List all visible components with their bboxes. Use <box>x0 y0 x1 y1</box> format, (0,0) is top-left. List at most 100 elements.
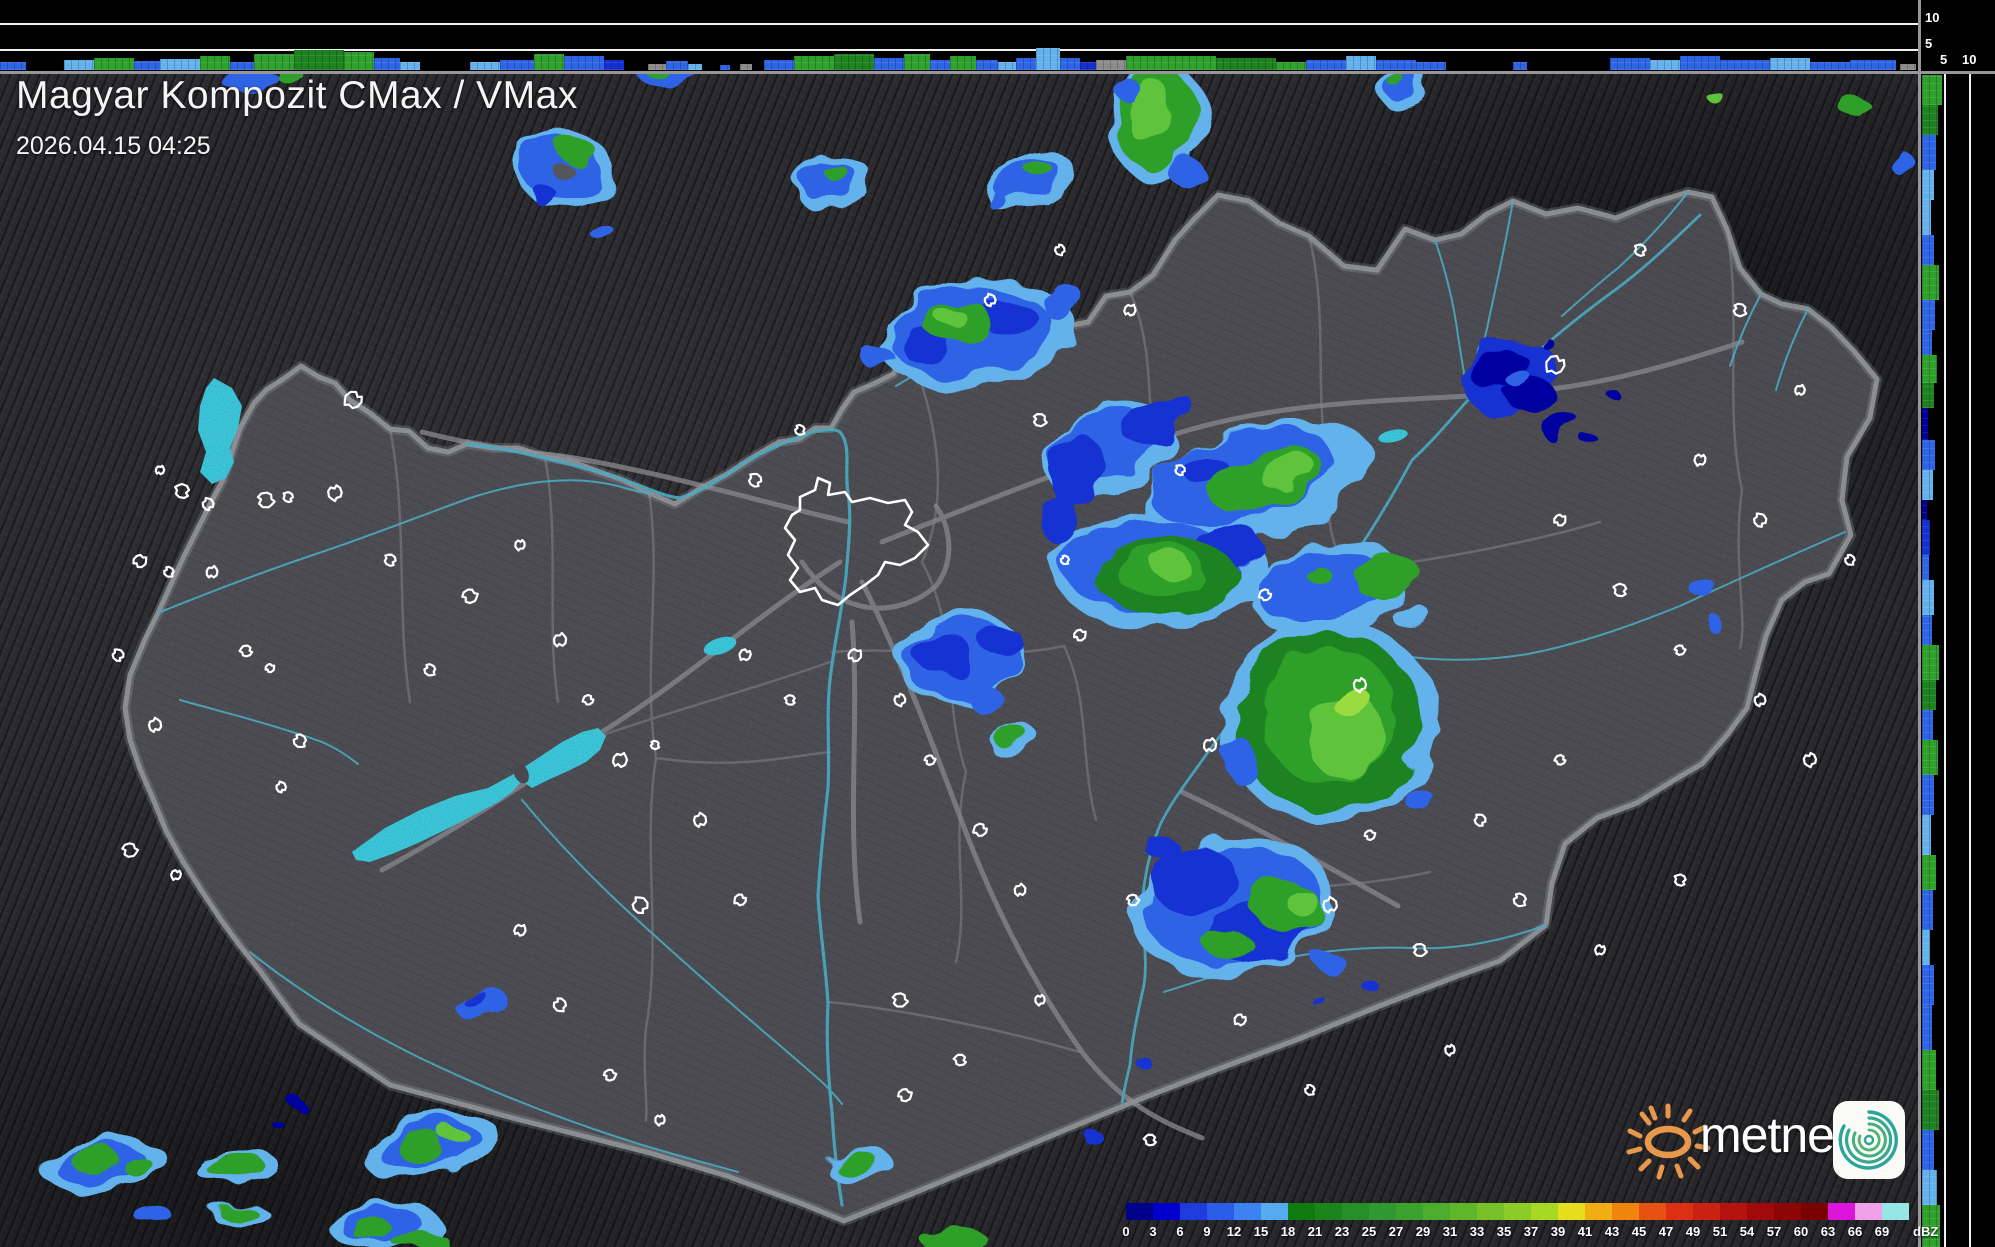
top-echo-segment <box>874 58 904 70</box>
legend-cell <box>1342 1203 1369 1220</box>
right-echo-segment <box>1922 815 1931 855</box>
top-echo-segment <box>1513 62 1527 70</box>
right-echo-segment <box>1922 408 1928 440</box>
legend-tick-label: 54 <box>1739 1224 1755 1239</box>
top-echo-segment <box>648 64 666 70</box>
right-echo-segment <box>1922 170 1934 200</box>
legend-tick-label: 47 <box>1658 1224 1674 1239</box>
top-echo-segment <box>94 58 134 70</box>
right-echo-segment <box>1922 75 1942 105</box>
top-echo-segment <box>1416 62 1446 70</box>
top-echo-segment <box>998 62 1016 70</box>
top-echo-segment <box>1770 58 1810 70</box>
top-echo-segment <box>1720 60 1770 70</box>
legend-cell <box>1882 1203 1909 1220</box>
legend-tick-label: 35 <box>1496 1224 1512 1239</box>
right-echo-segment <box>1922 1170 1937 1205</box>
right-echo-segment <box>1922 645 1939 680</box>
title-block: Magyar Kompozit CMax / VMax 2026.04.15 0… <box>16 74 578 161</box>
top-echo-segment <box>666 61 688 70</box>
legend-tick-label: 49 <box>1685 1224 1701 1239</box>
top-echo-segment <box>976 60 998 70</box>
top-gridline-10km <box>0 23 1918 25</box>
right-echo-segment <box>1922 135 1936 170</box>
top-echo-segment <box>1850 60 1896 70</box>
legend-cell <box>1288 1203 1315 1220</box>
legend-unit-label: dBZ <box>1913 1224 1939 1239</box>
top-echo-segment <box>1306 60 1346 70</box>
legend-tick-label: 29 <box>1415 1224 1431 1239</box>
right-echo-segment <box>1922 300 1935 330</box>
legend-cell <box>1585 1203 1612 1220</box>
top-echo-segment <box>740 64 752 70</box>
right-echo-segment <box>1922 1050 1936 1090</box>
legend-cell <box>1720 1203 1747 1220</box>
dbz-legend: 0 3 6 9 12 15 18 21 23 25 27 29 31 33 35 37 39 41 43 45 47 49… <box>1122 1203 1956 1245</box>
top-echo-segment <box>1680 56 1720 70</box>
top-echo-segment <box>1080 62 1096 70</box>
logo-text: metnet <box>1700 1107 1848 1163</box>
top-gridline-5km <box>0 49 1918 51</box>
legend-tick-label: 45 <box>1631 1224 1647 1239</box>
legend-cell <box>1261 1203 1288 1220</box>
right-axis-label-5: 5 <box>1940 52 1948 67</box>
legend-tick-label: 31 <box>1442 1224 1458 1239</box>
right-echo-segment <box>1922 520 1930 555</box>
strip-separator-vertical <box>1918 0 1921 1247</box>
top-echo-segment <box>230 62 254 70</box>
right-echo-segment <box>1922 265 1939 300</box>
right-echo-segment <box>1922 500 1927 520</box>
top-echo-segment <box>1060 58 1080 70</box>
top-echo-segment <box>1276 62 1306 70</box>
legend-cell <box>1504 1203 1531 1220</box>
right-echo-segment <box>1922 680 1936 710</box>
legend-tick-label: 60 <box>1793 1224 1809 1239</box>
legend-cell <box>1153 1203 1180 1220</box>
legend-tick-label: 37 <box>1523 1224 1539 1239</box>
right-echo-segment <box>1922 775 1934 815</box>
top-echo-segment <box>534 54 564 70</box>
legend-cell <box>1774 1203 1801 1220</box>
right-echo-segment <box>1922 1090 1939 1130</box>
top-echo-segment <box>564 56 604 70</box>
top-axis-label-10: 10 <box>1925 10 1940 25</box>
right-echo-segment <box>1922 615 1932 645</box>
top-echo-segment <box>1346 56 1376 70</box>
right-axis-label-10: 10 <box>1962 52 1977 67</box>
legend-tick-label: 3 <box>1149 1224 1157 1239</box>
sun-icon <box>1626 1103 1711 1180</box>
legend-tick-label: 33 <box>1469 1224 1485 1239</box>
legend-cell <box>1558 1203 1585 1220</box>
right-gridline-10km <box>1969 74 1971 1247</box>
legend-tick-label: 18 <box>1280 1224 1296 1239</box>
top-echo-segment <box>1036 48 1060 70</box>
legend-tick-label: 6 <box>1176 1224 1184 1239</box>
legend-cell <box>1639 1203 1666 1220</box>
legend-cell <box>1477 1203 1504 1220</box>
legend-tick-label: 51 <box>1712 1224 1728 1239</box>
top-echo-segment <box>1810 62 1850 70</box>
right-echo-segment <box>1922 965 1934 1005</box>
legend-cell <box>1369 1203 1396 1220</box>
top-echo-segment <box>470 62 500 70</box>
vmax-top-projection <box>0 0 1918 71</box>
top-echo-segment <box>1376 60 1416 70</box>
legend-cell <box>1180 1203 1207 1220</box>
top-echo-segment <box>834 54 874 70</box>
legend-cell <box>1666 1203 1693 1220</box>
top-echo-segment <box>794 56 834 70</box>
legend-cell <box>1126 1203 1153 1220</box>
legend-cell <box>1207 1203 1234 1220</box>
top-echo-segment <box>200 56 230 70</box>
top-echo-segment <box>294 50 344 70</box>
legend-tick-label: 15 <box>1253 1224 1269 1239</box>
legend-cell <box>1450 1203 1477 1220</box>
top-echo-segment <box>1016 58 1036 70</box>
top-echo-segment <box>1610 58 1650 70</box>
right-echo-segment <box>1922 740 1938 775</box>
legend-cell <box>1315 1203 1342 1220</box>
right-echo-segment <box>1922 235 1934 265</box>
right-echo-segment <box>1922 330 1932 355</box>
metnet-app-icon <box>1833 1101 1905 1179</box>
